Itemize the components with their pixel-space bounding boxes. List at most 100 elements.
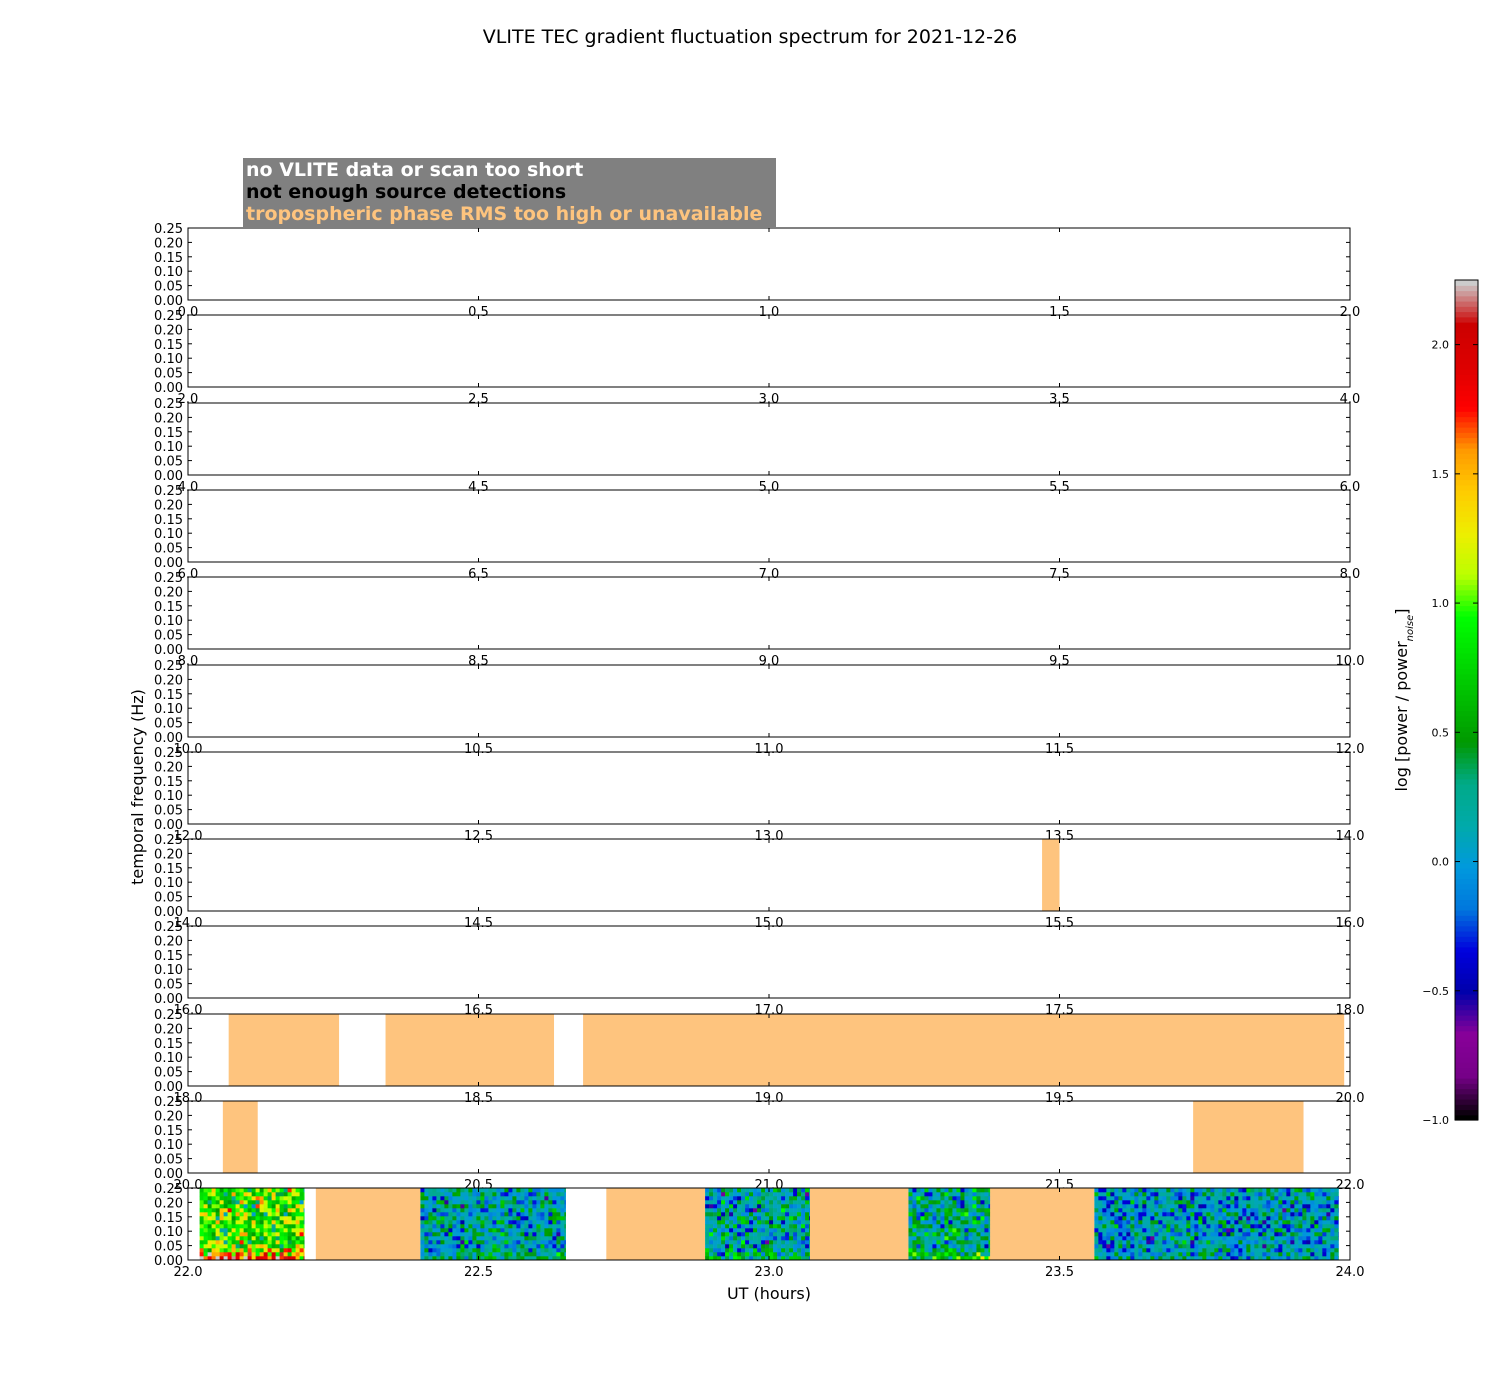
spectrum-cell bbox=[1142, 1216, 1147, 1221]
spectrum-cell bbox=[1238, 1252, 1243, 1257]
spectrum-cell bbox=[1286, 1192, 1291, 1197]
spectrum-cell bbox=[785, 1208, 790, 1213]
spectrum-cell bbox=[1274, 1192, 1279, 1197]
spectrum-cell bbox=[1270, 1228, 1275, 1233]
spectrum-cell bbox=[295, 1216, 300, 1221]
spectrum-cell bbox=[203, 1248, 208, 1253]
spectrum-cell bbox=[1254, 1228, 1259, 1233]
spectrum-cell bbox=[753, 1204, 758, 1209]
spectrum-cell bbox=[1138, 1196, 1143, 1201]
spectrum-cell bbox=[532, 1256, 537, 1261]
spectrum-cell bbox=[936, 1236, 941, 1241]
spectrum-cell bbox=[496, 1224, 501, 1229]
colorbar-segment bbox=[1455, 647, 1478, 654]
spectrum-cell bbox=[287, 1224, 292, 1229]
spectrum-cell bbox=[440, 1228, 445, 1233]
spectrum-cell bbox=[1142, 1188, 1147, 1193]
spectrum-cell bbox=[1122, 1236, 1127, 1241]
spectrum-cell bbox=[444, 1244, 449, 1249]
spectrum-cell bbox=[1154, 1240, 1159, 1245]
spectrum-cell bbox=[944, 1188, 949, 1193]
spectrum-cell bbox=[920, 1256, 925, 1261]
spectrum-cell bbox=[299, 1216, 304, 1221]
spectrum-cell bbox=[1186, 1224, 1191, 1229]
spectrum-cell bbox=[1198, 1196, 1203, 1201]
spectrum-block bbox=[199, 1188, 305, 1261]
spectrum-cell bbox=[1098, 1196, 1103, 1201]
spectrum-cell bbox=[243, 1248, 248, 1253]
spectrum-cell bbox=[1298, 1244, 1303, 1249]
spectrum-cell bbox=[532, 1252, 537, 1257]
spectrum-cell bbox=[1202, 1220, 1207, 1225]
spectrum-cell bbox=[444, 1216, 449, 1221]
spectrum-cell bbox=[480, 1252, 485, 1257]
spectrum-cell bbox=[504, 1244, 509, 1249]
spectrum-cell bbox=[1326, 1208, 1331, 1213]
spectrum-cell bbox=[476, 1204, 481, 1209]
y-tick-label: 0.25 bbox=[154, 397, 183, 412]
spectrum-cell bbox=[528, 1216, 533, 1221]
spectrum-cell bbox=[251, 1220, 256, 1225]
spectrum-cell bbox=[251, 1244, 256, 1249]
spectrum-cell bbox=[468, 1200, 473, 1205]
spectrum-cell bbox=[1174, 1204, 1179, 1209]
spectrum-cell bbox=[1254, 1224, 1259, 1229]
spectrum-cell bbox=[721, 1196, 726, 1201]
spectrum-cell bbox=[980, 1232, 985, 1237]
spectrum-cell bbox=[1330, 1232, 1335, 1237]
spectrum-cell bbox=[980, 1240, 985, 1245]
spectrum-cell bbox=[480, 1204, 485, 1209]
spectrum-cell bbox=[540, 1216, 545, 1221]
spectrum-cell bbox=[428, 1232, 433, 1237]
spectrum-cell bbox=[199, 1244, 204, 1249]
spectrum-cell bbox=[1110, 1224, 1115, 1229]
spectrum-cell bbox=[544, 1208, 549, 1213]
spectrum-cell bbox=[1106, 1244, 1111, 1249]
spectrum-cell bbox=[215, 1224, 220, 1229]
spectrum-cell bbox=[1254, 1200, 1259, 1205]
spectrum-cell bbox=[556, 1228, 561, 1233]
spectrum-cell bbox=[299, 1256, 304, 1261]
spectrum-cell bbox=[1310, 1224, 1315, 1229]
spectrum-cell bbox=[504, 1240, 509, 1245]
spectrum-cell bbox=[548, 1252, 553, 1257]
spectrum-cell bbox=[1138, 1240, 1143, 1245]
spectrum-cell bbox=[424, 1216, 429, 1221]
spectrum-cell bbox=[1298, 1224, 1303, 1229]
spectrum-cell bbox=[1326, 1192, 1331, 1197]
spectrum-cell bbox=[789, 1228, 794, 1233]
spectrum-cell bbox=[1142, 1232, 1147, 1237]
colorbar-segment bbox=[1455, 962, 1478, 969]
spectrum-cell bbox=[952, 1216, 957, 1221]
spectrum-cell bbox=[215, 1188, 220, 1193]
spectrum-cell bbox=[1190, 1216, 1195, 1221]
spectrum-cell bbox=[1318, 1220, 1323, 1225]
spectrum-cell bbox=[283, 1196, 288, 1201]
spectrum-cell bbox=[436, 1196, 441, 1201]
spectrum-cell bbox=[1334, 1188, 1339, 1193]
spectrum-cell bbox=[287, 1240, 292, 1245]
spectrum-cell bbox=[1286, 1188, 1291, 1193]
spectrum-cell bbox=[1118, 1192, 1123, 1197]
spectrum-cell bbox=[725, 1200, 730, 1205]
spectrum-cell bbox=[988, 1188, 991, 1193]
spectrum-cell bbox=[956, 1252, 961, 1257]
spectrum-cell bbox=[1226, 1192, 1231, 1197]
spectrum-cell bbox=[1118, 1216, 1123, 1221]
spectrum-cell bbox=[271, 1196, 276, 1201]
spectrum-cell bbox=[1106, 1200, 1111, 1205]
spectrum-cell bbox=[1162, 1224, 1167, 1229]
spectrum-cell bbox=[251, 1192, 256, 1197]
spectrum-cell bbox=[480, 1216, 485, 1221]
colorbar-segment bbox=[1455, 301, 1478, 307]
spectrum-cell bbox=[1178, 1244, 1183, 1249]
spectrum-cell bbox=[1170, 1240, 1175, 1245]
spectrum-cell bbox=[548, 1240, 553, 1245]
x-tick-label: 7.0 bbox=[759, 567, 780, 582]
spectrum-cell bbox=[952, 1248, 957, 1253]
spectrum-cell bbox=[1166, 1220, 1171, 1225]
spectrum-cell bbox=[948, 1232, 953, 1237]
spectrum-cell bbox=[271, 1216, 276, 1221]
spectrum-cell bbox=[1186, 1232, 1191, 1237]
spectrum-cell bbox=[1322, 1208, 1327, 1213]
